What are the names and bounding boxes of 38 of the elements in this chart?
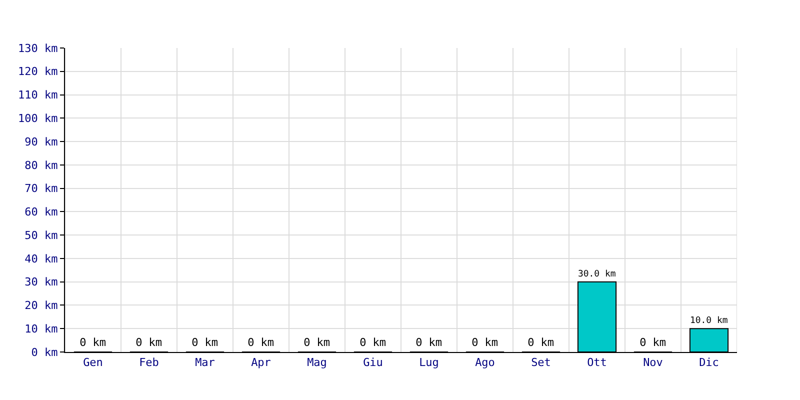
data-label: 0 km [640,336,666,349]
y-tick-label: 10 km [24,322,58,336]
x-tick-label: Mag [307,356,327,370]
y-tick-label: 70 km [24,182,58,196]
data-label: 0 km [472,336,498,349]
x-tick-label: Lug [419,356,439,370]
y-tick-label: 90 km [24,135,58,148]
x-tick-label: Nov [643,356,664,370]
data-label: 0 km [192,336,218,349]
x-tick-label: Ott [587,356,607,370]
y-tick-label: 0 km [31,346,58,359]
x-tick-label: Set [531,356,551,370]
x-tick-label: Dic [699,356,719,370]
y-tick-label: 100 km [18,112,58,125]
data-label: 10.0 km [690,316,728,326]
data-label: 0 km [248,336,274,349]
y-tick-label: 120 km [18,65,58,78]
y-tick-label: 40 km [24,252,58,266]
x-tick-label: Feb [139,356,159,370]
data-label: 30.0 km [578,269,616,280]
data-label: 0 km [528,336,554,349]
x-tick-label: Mar [195,356,216,370]
y-tick-label: 80 km [24,158,58,172]
data-label: 0 km [360,336,386,349]
x-tick-label: Apr [251,356,272,370]
x-tick-label: Gen [83,356,103,370]
x-tick-label: Ago [475,356,495,370]
y-tick-label: 60 km [24,206,58,219]
x-tick-label: Giu [363,356,383,370]
y-tick-label: 130 km [18,42,58,55]
data-label: 0 km [304,336,330,349]
y-tick-label: 50 km [24,228,58,242]
data-label: 0 km [80,336,106,349]
y-tick-label: 110 km [18,88,58,102]
y-tick-label: 30 km [24,276,58,289]
data-label: 0 km [136,336,162,349]
data-label: 0 km [416,336,442,349]
y-tick-label: 20 km [24,299,58,312]
